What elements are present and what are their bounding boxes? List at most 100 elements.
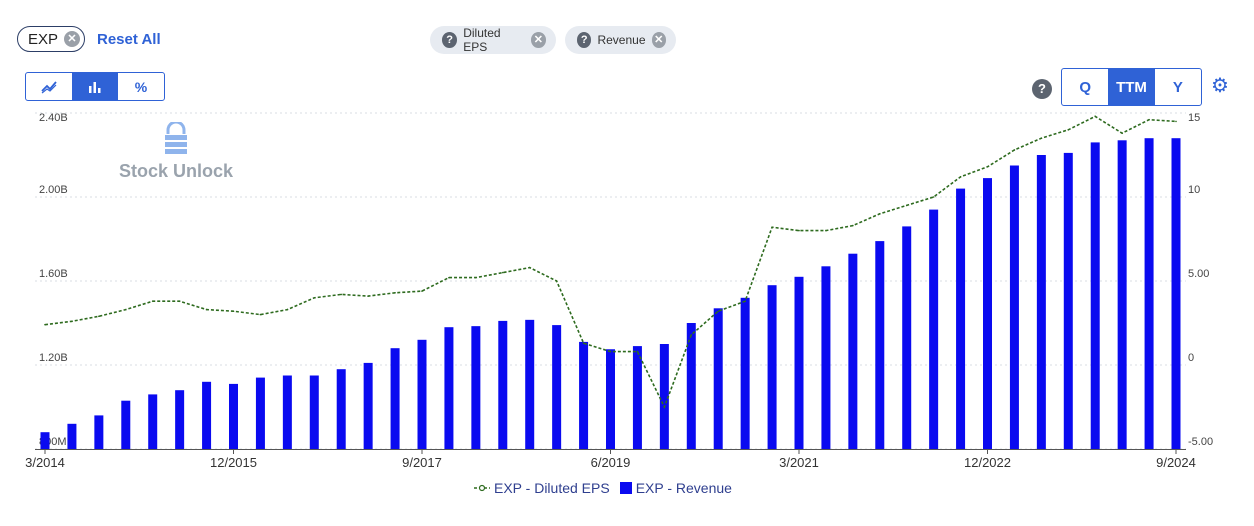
legend-bar-icon bbox=[619, 482, 632, 494]
eps-line-series bbox=[44, 115, 1177, 410]
eps-point bbox=[475, 276, 477, 279]
revenue-bar bbox=[767, 285, 777, 449]
eps-point bbox=[44, 323, 46, 326]
watermark: Stock Unlock bbox=[116, 120, 236, 182]
eps-point bbox=[178, 300, 181, 302]
eps-point bbox=[852, 224, 854, 227]
eps-point bbox=[313, 297, 316, 299]
revenue-bar bbox=[94, 415, 104, 449]
eps-point bbox=[798, 229, 800, 232]
eps-point bbox=[932, 196, 935, 198]
line-chart-icon bbox=[41, 80, 57, 93]
legend: EXP - Diluted EPS EXP - Revenue bbox=[474, 480, 732, 496]
revenue-bar bbox=[309, 375, 319, 449]
revenue-bar bbox=[229, 383, 238, 449]
bar-chart-button[interactable] bbox=[72, 73, 118, 100]
left-axis-tick-label: 1.60B bbox=[39, 268, 68, 280]
metric-chip-revenue[interactable]: ? Revenue ✕ bbox=[565, 26, 676, 54]
remove-metric-icon[interactable]: ✕ bbox=[651, 32, 666, 48]
chart-type-toggle: % bbox=[25, 72, 165, 101]
revenue-bar bbox=[498, 320, 508, 449]
help-icon[interactable]: ? bbox=[442, 32, 458, 48]
eps-point bbox=[448, 276, 450, 279]
revenue-bar bbox=[902, 226, 912, 449]
legend-item-revenue[interactable]: EXP - Revenue bbox=[619, 480, 732, 496]
metric-chip-label: Revenue bbox=[597, 33, 646, 47]
eps-point bbox=[1148, 118, 1150, 121]
right-axis-tick-label: 5.00 bbox=[1188, 268, 1209, 280]
revenue-bar bbox=[1144, 138, 1154, 449]
revenue-bar bbox=[686, 323, 696, 449]
x-axis-tick-label: 9/2024 bbox=[1156, 455, 1196, 470]
legend-item-eps[interactable]: EXP - Diluted EPS bbox=[474, 480, 610, 496]
revenue-bar bbox=[659, 344, 669, 449]
revenue-bar bbox=[875, 241, 885, 449]
left-axis-tick-label: 2.40B bbox=[39, 112, 68, 124]
watermark-text: Stock Unlock bbox=[118, 161, 234, 181]
period-toggle: Q TTM Y bbox=[1061, 68, 1202, 106]
revenue-bar bbox=[740, 297, 750, 449]
eps-point bbox=[151, 300, 154, 302]
eps-point bbox=[98, 315, 100, 318]
eps-point bbox=[959, 176, 962, 178]
revenue-bar bbox=[255, 377, 265, 449]
ticker-label: EXP bbox=[28, 30, 59, 48]
revenue-bar bbox=[983, 178, 992, 449]
period-q-button[interactable]: Q bbox=[1079, 78, 1091, 96]
revenue-bar bbox=[363, 362, 373, 449]
legend-label-eps: EXP - Diluted EPS bbox=[494, 480, 610, 496]
bar-chart-icon bbox=[89, 81, 101, 93]
revenue-bar bbox=[552, 325, 562, 449]
remove-ticker-icon[interactable]: ✕ bbox=[64, 31, 81, 47]
metric-chip-label: Diluted EPS bbox=[463, 26, 501, 54]
revenue-bar bbox=[444, 327, 454, 449]
left-axis-tick-label: 1.20B bbox=[39, 352, 68, 364]
revenue-bar bbox=[282, 375, 292, 449]
eps-point bbox=[878, 213, 881, 215]
period-ttm-button[interactable]: TTM bbox=[1108, 69, 1155, 105]
revenue-bar bbox=[525, 319, 535, 449]
percent-button[interactable]: % bbox=[134, 78, 148, 95]
eps-point bbox=[1175, 120, 1177, 123]
eps-point bbox=[582, 342, 585, 344]
x-axis-tick-label: 12/2022 bbox=[964, 455, 1011, 470]
revenue-bar bbox=[1171, 138, 1181, 449]
eps-point bbox=[744, 300, 746, 302]
reset-all-button[interactable]: Reset All bbox=[97, 31, 161, 48]
eps-point bbox=[124, 308, 127, 311]
line-chart-button[interactable] bbox=[26, 73, 72, 100]
legend-label-revenue: EXP - Revenue bbox=[635, 480, 732, 496]
revenue-bar bbox=[67, 423, 77, 449]
stock-unlock-logo-icon bbox=[165, 120, 187, 154]
eps-point bbox=[1094, 115, 1097, 118]
revenue-bar bbox=[956, 188, 966, 449]
x-axis-tick-label: 6/2019 bbox=[591, 455, 631, 470]
eps-point bbox=[259, 313, 262, 316]
x-axis-tick-label: 12/2015 bbox=[210, 455, 257, 470]
metric-chip-diluted-eps[interactable]: ? Diluted EPS ✕ bbox=[430, 26, 556, 54]
revenue-bar bbox=[713, 308, 723, 449]
eps-point bbox=[1040, 137, 1043, 139]
remove-metric-icon[interactable]: ✕ bbox=[530, 32, 546, 48]
eps-point bbox=[986, 165, 989, 168]
help-icon[interactable]: ? bbox=[577, 32, 592, 48]
ticker-chip[interactable]: EXP ✕ bbox=[17, 26, 85, 52]
eps-point bbox=[394, 291, 396, 294]
revenue-bar bbox=[1009, 165, 1019, 449]
revenue-bar bbox=[1063, 152, 1073, 449]
revenue-bar bbox=[632, 346, 642, 449]
right-axis-tick-label: -5.00 bbox=[1188, 436, 1213, 448]
right-axis-tick-label: 15 bbox=[1188, 112, 1200, 124]
eps-point bbox=[555, 280, 558, 282]
gear-icon[interactable]: ⚙ bbox=[1211, 75, 1229, 97]
help-icon[interactable]: ? bbox=[1032, 79, 1052, 99]
revenue-bar bbox=[848, 253, 858, 449]
period-y-button[interactable]: Y bbox=[1172, 78, 1183, 96]
eps-point bbox=[1121, 132, 1123, 134]
eps-point bbox=[771, 226, 773, 229]
revenue-bar bbox=[40, 432, 50, 449]
revenue-bar bbox=[336, 369, 346, 449]
revenue-bar bbox=[794, 276, 804, 449]
eps-point bbox=[205, 308, 208, 311]
